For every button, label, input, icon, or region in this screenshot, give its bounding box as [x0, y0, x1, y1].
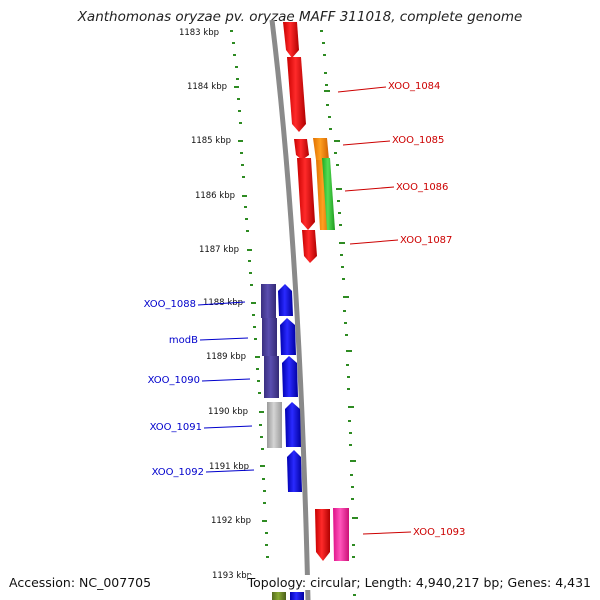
ruler-label: 1187 kbp [199, 245, 239, 255]
left-dotted-track [230, 30, 272, 577]
right-dotted-track [320, 30, 358, 596]
feature-block[interactable] [267, 402, 282, 448]
gene-arrow[interactable] [322, 158, 335, 230]
gene-arrow[interactable] [294, 139, 309, 160]
gene-arrow[interactable] [297, 158, 315, 230]
gene-arrow[interactable] [287, 450, 302, 492]
ruler-label: 1192 kbp [211, 516, 251, 526]
feature-block[interactable] [262, 318, 277, 356]
gene-label[interactable]: XOO_1085 [392, 135, 444, 146]
accession-text: Accession: NC_007705 [9, 575, 152, 590]
forward-strand-features [283, 22, 349, 561]
gene-label[interactable]: XOO_1091 [150, 422, 202, 433]
page-title: Xanthomonas oryzae pv. oryzae MAFF 31101… [77, 9, 523, 25]
ruler-label: 1190 kbp [208, 407, 248, 417]
gene-arrow[interactable] [278, 284, 293, 316]
ruler-label: 1186 kbp [195, 191, 235, 201]
genome-backbone [269, 19, 311, 600]
feature-block[interactable] [290, 592, 304, 600]
ruler-label: 1191 kbp [209, 462, 249, 472]
ruler-label: 1189 kbp [206, 352, 246, 362]
genome-summary-text: Topology: circular; Length: 4,940,217 bp… [247, 575, 591, 590]
gene-arrow[interactable] [283, 22, 299, 58]
gene-arrow[interactable] [280, 318, 296, 355]
gene-label[interactable]: XOO_1088 [144, 299, 196, 310]
forward-gene-labels: XOO_1084 XOO_1085 XOO_1086 XOO_1087 XOO_… [337, 81, 465, 538]
gene-arrow[interactable] [313, 138, 329, 160]
feature-block[interactable] [272, 592, 286, 600]
gene-label[interactable]: modB [169, 335, 198, 346]
gene-label[interactable]: XOO_1086 [396, 182, 448, 193]
ruler-label: 1185 kbp [191, 136, 231, 146]
gene-arrow[interactable] [285, 402, 301, 447]
gene-label[interactable]: XOO_1087 [400, 235, 452, 246]
reverse-strand-features [261, 284, 304, 600]
gene-arrow[interactable] [282, 356, 298, 397]
feature-block[interactable] [261, 284, 276, 318]
gene-label[interactable]: XOO_1093 [413, 527, 465, 538]
gene-label[interactable]: XOO_1090 [148, 375, 200, 386]
ruler-label: 1193 kbp [212, 571, 252, 581]
gene-arrow[interactable] [302, 230, 317, 263]
feature-block[interactable] [264, 356, 279, 398]
gene-label[interactable]: XOO_1084 [388, 81, 440, 92]
reverse-gene-labels: XOO_1088 modB XOO_1090 XOO_1091 XOO_1092 [144, 299, 255, 478]
gene-arrow[interactable] [315, 509, 330, 561]
gene-arrow[interactable] [333, 508, 349, 561]
gene-label[interactable]: XOO_1092 [152, 467, 204, 478]
ruler-label: 1183 kbp [179, 28, 219, 38]
ruler-label: 1184 kbp [187, 82, 227, 92]
gene-arrow[interactable] [287, 57, 306, 132]
